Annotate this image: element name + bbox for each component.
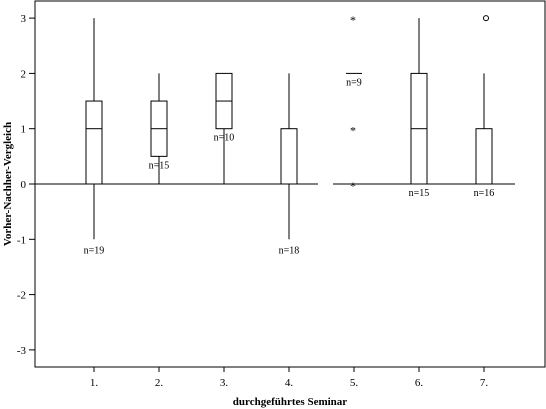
x-tick-label: 4.: [285, 377, 294, 389]
box-group-4: n=18: [279, 73, 300, 256]
n-label: n=18: [279, 245, 300, 256]
y-axis: 3 2 1 0 -1 -2 -3: [17, 13, 35, 357]
box-group-1: n=19: [84, 18, 105, 256]
n-label: n=15: [149, 160, 170, 171]
box-group-2: n=15: [149, 73, 170, 184]
y-tick-label: 0: [21, 179, 27, 191]
y-tick-label: 1: [21, 124, 27, 136]
n-label: n=19: [84, 245, 105, 256]
box-group-6: n=15: [409, 18, 430, 199]
box-iqr: [475, 128, 493, 185]
x-axis: 1. 2. 3. 4. 5. 6. 7.: [90, 367, 489, 389]
n-label: n=10: [214, 133, 235, 144]
n-label: n=9: [346, 77, 362, 88]
y-tick-label: 2: [21, 68, 27, 80]
n-label: n=15: [409, 188, 430, 199]
y-tick-label: 3: [21, 13, 27, 25]
x-tick-label: 2.: [155, 377, 164, 389]
box-iqr: [280, 128, 298, 185]
box-group-5: * * * n=9: [346, 13, 362, 193]
boxes: n=19 n=15 n=10 n=18 * * * n=9 n=15 n=16: [84, 13, 495, 256]
x-tick-label: 5.: [350, 377, 359, 389]
n-label: n=16: [474, 188, 495, 199]
extreme-point: *: [350, 13, 356, 27]
y-tick-label: -2: [17, 290, 26, 302]
box-group-3: n=10: [214, 72, 235, 184]
x-tick-label: 6.: [415, 377, 424, 389]
box-group-7: n=16: [474, 15, 495, 199]
extreme-point: *: [350, 179, 356, 193]
x-tick-label: 1.: [90, 377, 99, 389]
x-tick-label: 3.: [220, 377, 229, 389]
y-tick-label: -3: [17, 345, 27, 357]
outlier-point: [483, 15, 489, 22]
box-iqr: [85, 100, 103, 185]
x-axis-title: durchgeführtes Seminar: [233, 396, 347, 408]
y-tick-label: -1: [17, 234, 26, 246]
x-tick-label: 7.: [480, 377, 489, 389]
y-axis-title: Vorher-Nachher-Vergleich: [2, 122, 14, 246]
extreme-point: *: [350, 124, 356, 138]
